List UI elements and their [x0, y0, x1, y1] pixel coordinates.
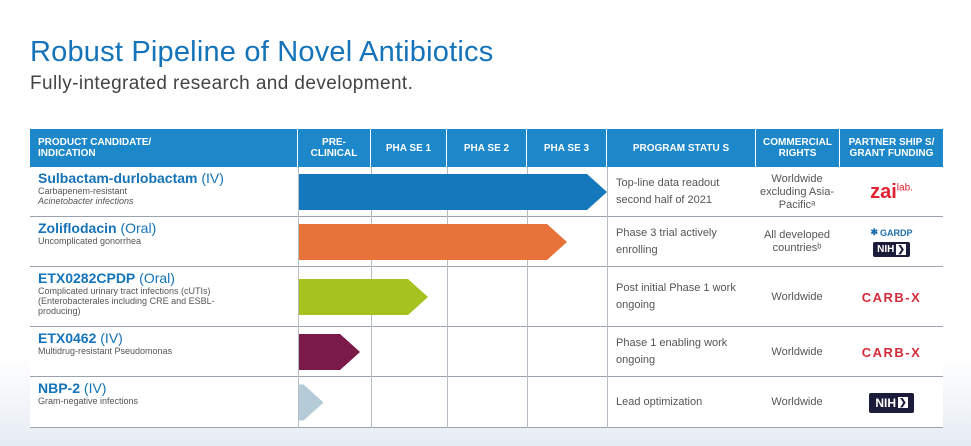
header-status: PROGRAM STATU S — [607, 129, 756, 167]
candidate-indication: Multidrug-resistant Pseudomonas — [38, 346, 173, 356]
partner-logo-cell: NIH ❯ — [840, 377, 943, 428]
program-status: Lead optimization — [616, 395, 703, 408]
table-row-etx0462: ETX0462 (IV) Multidrug-resistant Pseudom… — [30, 327, 943, 377]
candidate-indication: Gram-negative infections — [38, 396, 139, 406]
commercial-rights: Worldwide excluding Asia-Pacificᵃ — [760, 172, 834, 211]
header-candidate: PRODUCT CANDIDATE/ INDICATION — [30, 129, 298, 167]
progress-arrow — [299, 174, 607, 210]
commercial-rights: All developed countriesᵇ — [763, 229, 831, 254]
chevron-right-icon: ❯ — [896, 244, 906, 255]
carb-x-logo: CARB-X — [861, 289, 922, 305]
page-title: Robust Pipeline of Novel Antibiotics — [30, 36, 494, 68]
candidate-indication-2: Acinetobacter infections — [38, 196, 134, 206]
candidate-cell: Sulbactam-durlobactam (IV) Carbapenem-re… — [38, 170, 293, 207]
gardp-icon: ✱ — [870, 227, 879, 237]
pipeline-table: PRODUCT CANDIDATE/ INDICATION PRE- CLINI… — [30, 129, 943, 428]
progress-arrow — [299, 334, 361, 370]
partner-logo-cell: zailab. — [840, 167, 943, 217]
candidate-indication: Carbapenem-resistant — [38, 186, 128, 196]
commercial-rights: Worldwide — [771, 395, 823, 408]
header-preclinical: PRE- CLINICAL — [298, 129, 371, 167]
program-status: Phase 3 trial actively enrolling — [616, 227, 717, 256]
progress-arrow — [299, 224, 567, 260]
gardp-logo: ✱ GARDP — [870, 227, 913, 238]
candidate-route: (Oral) — [135, 270, 175, 286]
candidate-name: ETX0282CPDP — [38, 270, 136, 286]
commercial-rights: Worldwide — [771, 345, 823, 358]
table-row-etx0282: ETX0282CPDP (Oral) Complicated urinary t… — [30, 267, 943, 327]
nih-logo: NIH ❯ — [869, 392, 914, 413]
header-partner: PARTNER SHIP S/ GRANT FUNDING — [840, 129, 943, 167]
header-phase3: PHA SE 3 — [527, 129, 607, 167]
program-status: Top-line data readout second half of 202… — [616, 177, 720, 206]
candidate-cell: NBP-2 (IV) Gram-negative infections — [38, 380, 293, 407]
candidate-name: Zoliflodacin — [38, 220, 117, 236]
chevron-right-icon: ❯ — [898, 397, 908, 408]
candidate-route: (IV) — [96, 330, 123, 346]
candidate-cell: ETX0462 (IV) Multidrug-resistant Pseudom… — [38, 330, 293, 357]
program-status: Phase 1 enabling work ongoing — [616, 337, 728, 366]
program-status: Post initial Phase 1 work ongoing — [616, 282, 736, 311]
candidate-cell: Zoliflodacin (Oral) Uncomplicated gonorr… — [38, 220, 293, 247]
partner-logo-cell: ✱ GARDP NIH ❯ — [840, 217, 943, 267]
partner-logo-cell: CARB-X — [840, 327, 943, 377]
table-row-nbp2: NBP-2 (IV) Gram-negative infections Lead… — [30, 377, 943, 428]
candidate-indication: Complicated urinary tract infections (cU… — [38, 286, 215, 316]
candidate-name: Sulbactam-durlobactam — [38, 170, 198, 186]
progress-bars — [299, 174, 607, 421]
candidate-route: (IV) — [80, 380, 107, 396]
progress-arrow — [299, 384, 324, 421]
candidate-route: (IV) — [197, 170, 224, 186]
page-subtitle: Fully-integrated research and developmen… — [30, 73, 414, 94]
candidate-cell: ETX0282CPDP (Oral) Complicated urinary t… — [38, 270, 293, 317]
partner-logo-cell: CARB-X — [840, 267, 943, 327]
carb-x-logo: CARB-X — [861, 344, 922, 360]
header-phase1: PHA SE 1 — [371, 129, 447, 167]
candidate-name: NBP-2 — [38, 380, 81, 396]
candidate-indication: Uncomplicated gonorrhea — [38, 236, 142, 246]
candidate-name: ETX0462 — [38, 330, 97, 346]
grid-divider — [298, 167, 299, 428]
progress-arrow — [299, 279, 428, 315]
header-phase2: PHA SE 2 — [447, 129, 527, 167]
grid-divider — [607, 167, 608, 428]
candidate-route: (Oral) — [116, 220, 157, 236]
commercial-rights: Worldwide — [771, 290, 823, 303]
zai-lab-logo: zailab. — [870, 180, 913, 203]
nih-logo: NIH ❯ — [873, 242, 910, 257]
grid-divider — [447, 167, 448, 428]
header-rights: COMMERCIAL RIGHTS — [756, 129, 840, 167]
grid-divider — [527, 167, 528, 428]
